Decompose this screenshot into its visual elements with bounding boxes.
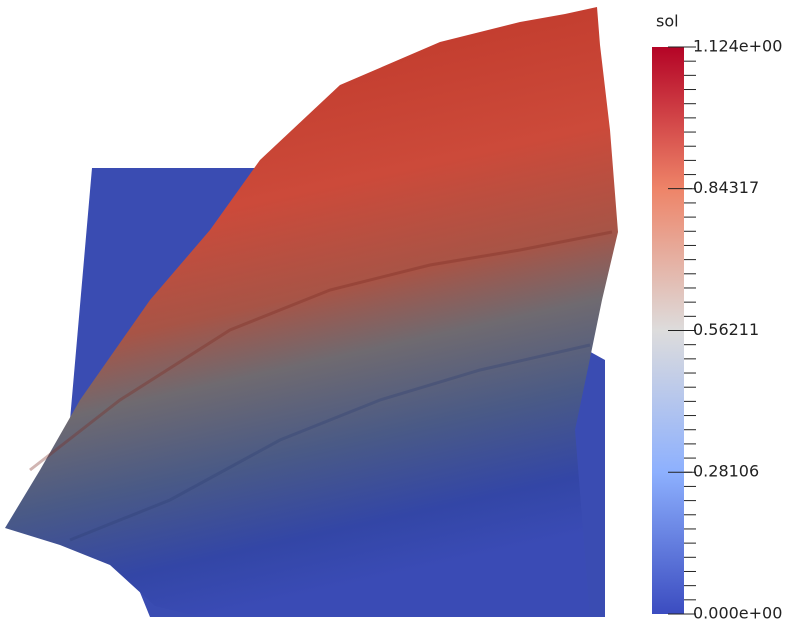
colorbar-tick-label: 0.56211 bbox=[693, 320, 759, 339]
colorbar-tick-label: 0.000e+00 bbox=[693, 604, 782, 623]
colorbar-tick-label: 0.84317 bbox=[693, 178, 759, 197]
surface-shading bbox=[29, 230, 613, 472]
surface-shading bbox=[69, 343, 591, 542]
surface bbox=[5, 7, 618, 617]
colorbar-title: sol bbox=[656, 12, 679, 31]
colorbar-tick-label: 1.124e+00 bbox=[693, 37, 782, 56]
colorbar-tick-label: 0.28106 bbox=[693, 462, 759, 481]
